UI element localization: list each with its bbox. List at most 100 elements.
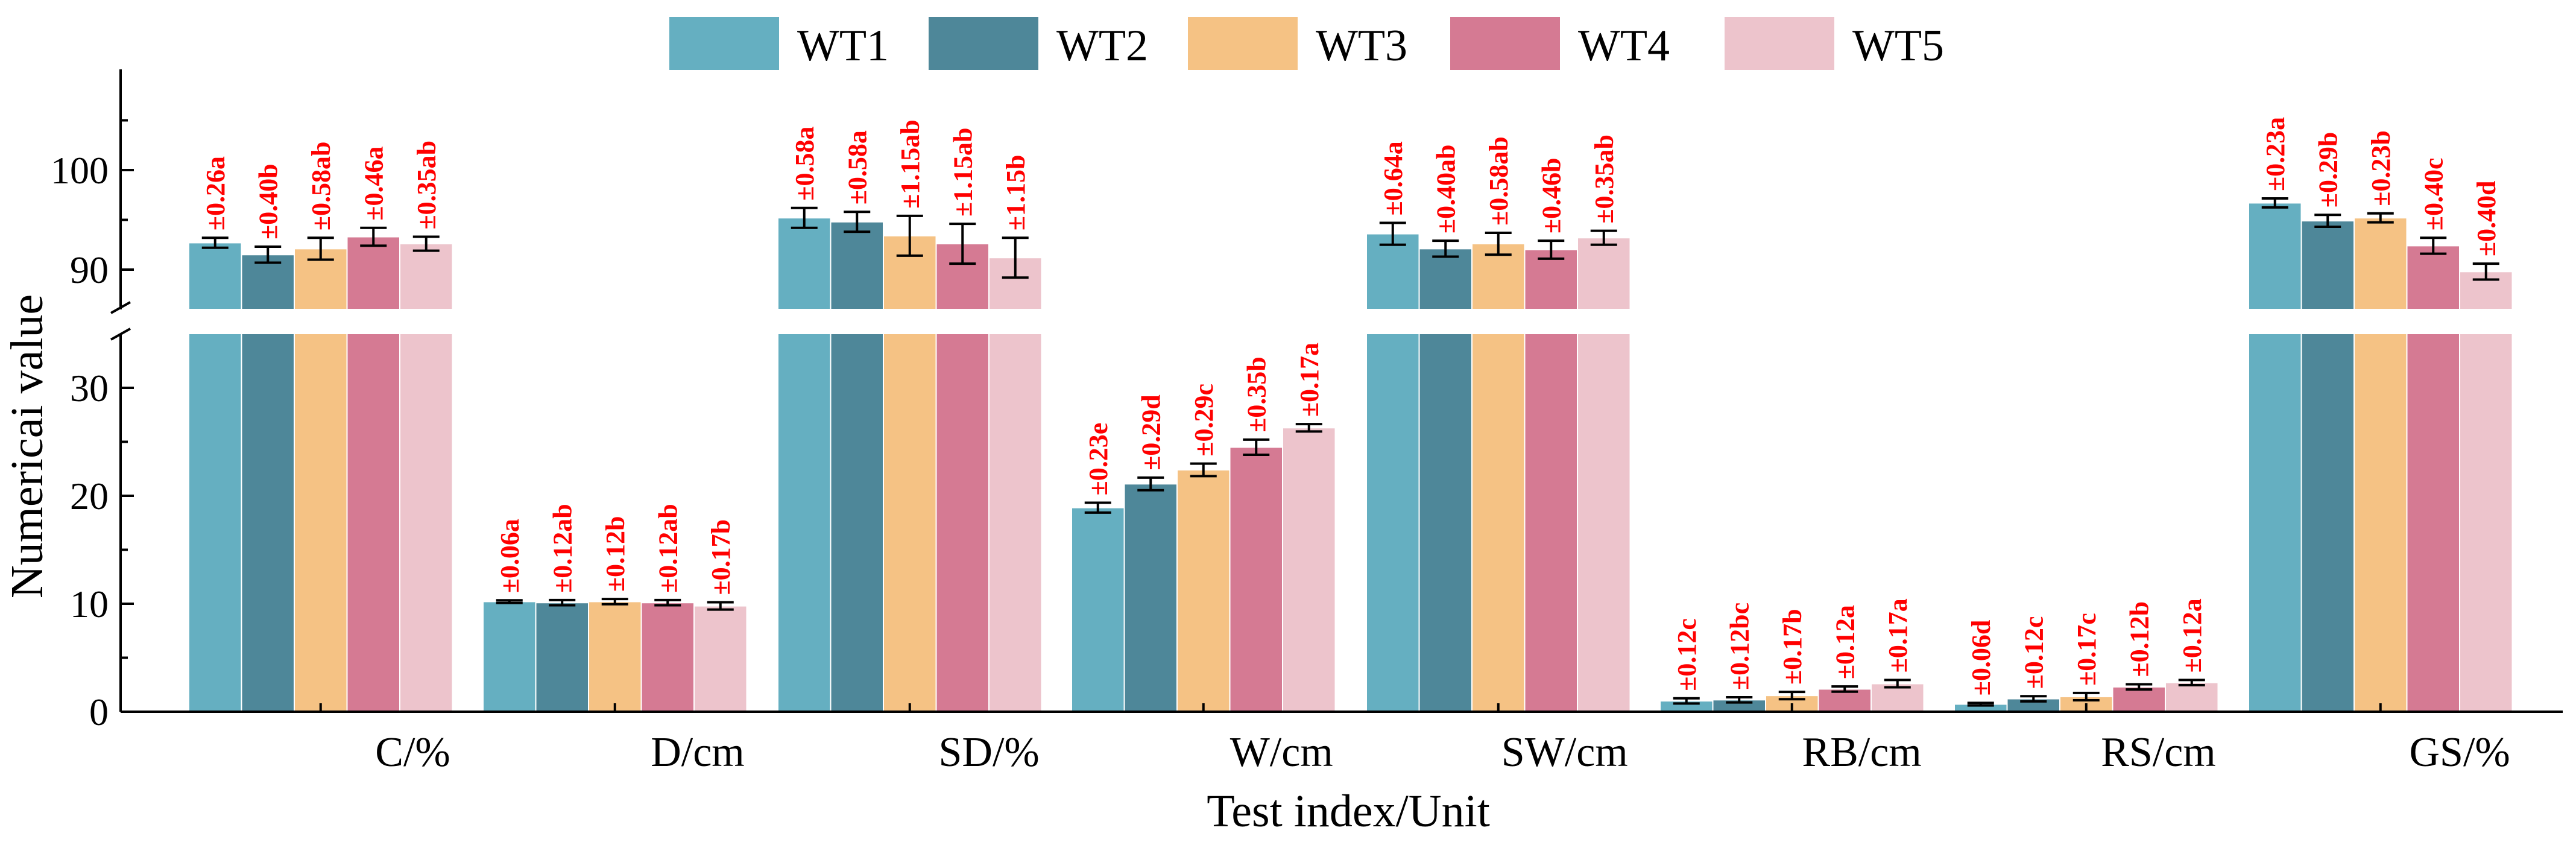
error-bar-wt3-gs [2367, 212, 2394, 224]
bar-wt1-gs-upper [2248, 202, 2302, 311]
error-bar-wt4-swcm [1538, 239, 1565, 260]
data-label-wt1-dcm: ±0.06a [495, 519, 525, 593]
x-tick-label: RS/cm [2101, 729, 2216, 776]
bar-wt1-swcm-lower [1366, 333, 1420, 712]
bar-wt3-wcm [1176, 469, 1231, 712]
error-bar-wt1-dcm [496, 599, 523, 604]
x-tick-label: GS/% [2410, 729, 2510, 776]
error-bar-wt2-sd [844, 210, 871, 233]
error-bar-wt1-sd [791, 206, 818, 229]
bar-wt5-wcm [1282, 427, 1336, 712]
bar-wt5-c-upper [399, 243, 453, 311]
axes-layer [110, 69, 2563, 713]
bar-wt2-gs-lower [2300, 333, 2355, 712]
y-tick-label: 20 [70, 475, 109, 518]
error-bar-wt2-rscm [2020, 695, 2047, 703]
bar-wt2-dcm [535, 602, 589, 713]
data-label-wt3-sd: ±1.15ab [895, 119, 925, 209]
error-bar-wt4-rscm [2126, 683, 2153, 691]
data-label-wt1-wcm: ±0.23e [1084, 423, 1113, 496]
bar-wt4-c-upper [346, 236, 400, 310]
bars-layer [188, 197, 2513, 713]
data-label-wt4-gs: ±0.40c [2419, 158, 2448, 231]
data-label-wt4-rbcm: ±0.12a [1830, 605, 1860, 679]
error-bar-wt5-gs [2472, 262, 2499, 281]
error-bar-wt4-dcm [654, 598, 681, 607]
legend-item-wt5: WT5 [1725, 17, 1944, 71]
data-label-wt1-gs: ±0.23a [2261, 117, 2290, 191]
axis-break-mark [110, 328, 131, 341]
error-bar-wt4-sd [949, 223, 976, 265]
bar-wt3-sd-lower [883, 333, 937, 712]
data-label-wt3-swcm: ±0.58ab [1484, 136, 1514, 226]
bar-wt1-gs-lower [2248, 333, 2302, 712]
legend-swatch [1450, 17, 1560, 70]
error-bar-wt2-rbcm [1726, 696, 1753, 704]
y-tick-label: 100 [51, 149, 109, 192]
data-label-wt5-wcm: ±0.17a [1295, 343, 1324, 417]
data-label-wt1-sd: ±0.58a [790, 127, 819, 201]
error-bar-wt3-dcm [601, 598, 628, 606]
error-bar-wt1-rbcm [1673, 697, 1700, 705]
legend-swatch [669, 17, 779, 70]
error-bar-wt1-swcm [1379, 221, 1406, 246]
data-label-wt3-dcm: ±0.12b [601, 516, 630, 592]
bar-wt2-gs-upper [2300, 220, 2355, 310]
data-label-wt3-rbcm: ±0.17b [1778, 609, 1807, 685]
data-label-wt2-rbcm: ±0.12bc [1725, 603, 1754, 690]
data-label-wt3-wcm: ±0.29c [1189, 384, 1219, 457]
bar-wt4-c-lower [346, 333, 400, 712]
x-tick-label: RB/cm [1802, 729, 1921, 776]
x-tick-label: C/% [375, 729, 450, 776]
data-label-wt4-rscm: ±0.12b [2124, 601, 2154, 677]
error-bar-wt5-c [412, 235, 440, 252]
data-label-wt2-dcm: ±0.12ab [548, 504, 577, 593]
error-bar-wt2-swcm [1432, 239, 1459, 258]
bar-wt5-rscm [2165, 682, 2219, 713]
data-label-wt2-swcm: ±0.40ab [1431, 145, 1460, 234]
error-bar-wt2-wcm [1137, 476, 1164, 492]
error-bar-wt5-swcm [1590, 229, 1617, 246]
bar-wt2-sd-lower [830, 333, 884, 712]
bar-wt1-swcm-upper [1366, 233, 1420, 311]
y-tick-label: 30 [70, 367, 109, 410]
error-bar-wt5-rbcm [1884, 679, 1911, 689]
y-tick-label: 0 [89, 691, 109, 733]
bar-wt2-sd-upper [830, 221, 884, 310]
bar-wt5-dcm [693, 605, 748, 713]
bar-wt1-sd-lower [777, 333, 832, 712]
error-bar-wt1-c [201, 236, 229, 249]
data-label-wt2-rscm: ±0.12c [2019, 616, 2048, 689]
y-tick-label: 10 [70, 583, 109, 625]
error-bar-wt5-sd [1002, 236, 1029, 279]
error-bar-wt1-gs [2261, 197, 2288, 209]
data-label-wt4-sd: ±1.15ab [948, 127, 977, 217]
bar-wt2-swcm-lower [1418, 333, 1473, 712]
data-label-wt5-c: ±0.35ab [412, 141, 441, 230]
bar-wt3-gs-upper [2353, 217, 2408, 311]
error-bar-wt3-sd [896, 214, 923, 257]
error-bar-wt3-rbcm [1778, 691, 1805, 701]
bar-wt1-c-upper [188, 242, 242, 311]
data-label-wt5-rscm: ±0.12a [2177, 598, 2207, 673]
x-tick-label: W/cm [1230, 729, 1333, 776]
data-label-wt1-c: ±0.26a [201, 156, 230, 230]
error-bar-wt3-rscm [2072, 691, 2100, 702]
bar-wt4-swcm-lower [1524, 333, 1578, 712]
bar-wt3-dcm [588, 601, 642, 712]
data-label-wt1-rbcm: ±0.12c [1672, 618, 1702, 691]
error-bar-wt2-gs [2314, 214, 2341, 229]
legend-swatch [1188, 17, 1298, 70]
bar-wt5-sd-lower [988, 333, 1043, 712]
bar-wt4-gs-lower [2406, 333, 2460, 712]
data-label-wt2-gs: ±0.29b [2313, 132, 2343, 208]
error-bar-wt3-wcm [1190, 462, 1217, 478]
error-bar-wt5-rscm [2178, 679, 2205, 686]
y-tick-label: 90 [70, 248, 109, 291]
legend-label: WT1 [797, 21, 889, 71]
error-bar-wt5-dcm [707, 601, 734, 611]
x-tick-label: SD/% [939, 729, 1040, 776]
data-label-wt5-gs: ±0.40d [2472, 180, 2501, 256]
bar-wt4-gs-upper [2406, 245, 2460, 310]
legend-label: WT5 [1852, 21, 1944, 71]
